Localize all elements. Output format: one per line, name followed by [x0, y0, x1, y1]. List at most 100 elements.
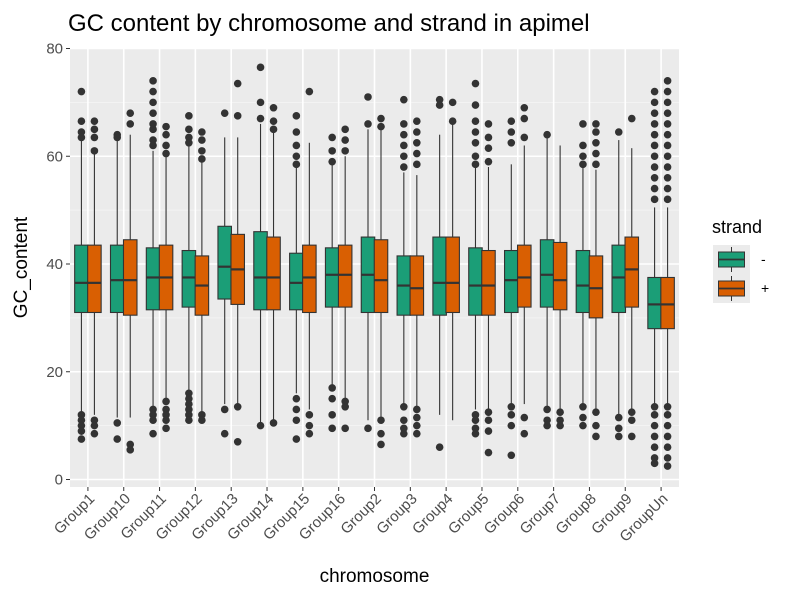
box-body [122, 239, 138, 316]
outlier-point [256, 114, 265, 123]
box-Group7-plus [552, 145, 568, 430]
outlier-point [377, 416, 385, 425]
box-Group15-plus [302, 87, 317, 438]
outlier-point [185, 389, 193, 398]
outlier-point [233, 402, 242, 411]
outlier-point [471, 160, 480, 169]
outlier-point [592, 149, 600, 158]
outlier-point [663, 87, 672, 96]
outlier-point [292, 416, 301, 425]
outlier-point [663, 152, 672, 161]
outlier-point [341, 397, 349, 406]
outlier-point [507, 421, 516, 430]
outlier-point [233, 437, 242, 446]
box-Group14-minus [253, 63, 268, 430]
outlier-point [328, 411, 336, 419]
outlier-point [400, 402, 408, 411]
box-body [575, 249, 591, 314]
outlier-point [269, 419, 278, 427]
outlier-point [471, 117, 480, 126]
outlier-point [162, 411, 170, 419]
outlier-point [592, 421, 600, 430]
outlier-point [663, 77, 672, 85]
outlier-point [377, 114, 385, 123]
outlier-point [663, 411, 672, 419]
outlier-point [448, 98, 457, 107]
outlier-point [471, 79, 480, 88]
box-Group14-plus [266, 103, 281, 427]
outlier-point [185, 394, 193, 403]
outlier-point [556, 416, 564, 425]
outlier-point [269, 125, 278, 134]
outlier-point [185, 411, 193, 419]
outlier-point [507, 138, 516, 147]
outlier-point [149, 87, 157, 96]
outlier-point [543, 405, 551, 414]
y-axis-title: GC_content [11, 216, 32, 318]
outlier-point [413, 421, 421, 430]
outlier-point [592, 138, 600, 147]
outlier-point [413, 413, 421, 422]
outlier-point [650, 109, 659, 117]
box-body [109, 244, 125, 314]
outlier-point [77, 427, 86, 435]
box-Group10-plus [122, 109, 138, 454]
outlier-point [663, 174, 672, 182]
outlier-point [650, 421, 659, 430]
outlier-point [592, 432, 600, 441]
outlier-point [113, 435, 122, 443]
outlier-point [292, 394, 301, 403]
box-body [516, 244, 532, 308]
outlier-point [650, 195, 659, 204]
outlier-point [471, 424, 480, 433]
box-body [324, 247, 340, 308]
outlier-point [520, 114, 529, 123]
outlier-point [126, 120, 135, 128]
outlier-point [556, 421, 564, 430]
box-body [302, 244, 317, 314]
box-body [74, 244, 89, 314]
outlier-point [650, 120, 659, 128]
outlier-point [233, 112, 242, 120]
outlier-point [90, 416, 99, 425]
outlier-point [233, 79, 242, 88]
box-body [552, 241, 568, 311]
outlier-point [90, 125, 99, 134]
outlier-point [471, 128, 480, 136]
outlier-point [650, 432, 659, 441]
outlier-point [305, 429, 314, 438]
outlier-point [484, 133, 493, 142]
outlier-point [77, 435, 86, 443]
outlier-point [292, 435, 301, 443]
outlier-point [413, 128, 421, 136]
outlier-point [471, 411, 480, 419]
outlier-point [377, 429, 385, 438]
outlier-point [162, 130, 170, 139]
outlier-point [305, 87, 314, 96]
box-Group3-plus [409, 117, 425, 438]
outlier-point [663, 432, 672, 441]
outlier-point [162, 416, 170, 425]
box-Group3-minus [396, 95, 412, 438]
box-series [74, 63, 675, 470]
outlier-point [663, 462, 672, 470]
outlier-point [579, 413, 587, 422]
outlier-point [126, 109, 135, 117]
outlier-point [77, 87, 86, 96]
outlier-point [507, 117, 516, 126]
outlier-point [435, 101, 444, 109]
outlier-point [543, 130, 551, 139]
outlier-point [650, 152, 659, 161]
outlier-point [614, 432, 623, 441]
outlier-point [256, 421, 265, 430]
outlier-point [292, 152, 301, 161]
outlier-point [650, 184, 659, 193]
outlier-point [471, 101, 480, 109]
outlier-point [220, 405, 229, 414]
box-body [611, 244, 627, 314]
outlier-point [341, 402, 349, 411]
outlier-point [650, 454, 659, 462]
outlier-point [149, 429, 157, 438]
legend-label: - [761, 251, 766, 267]
outlier-point [149, 120, 157, 128]
